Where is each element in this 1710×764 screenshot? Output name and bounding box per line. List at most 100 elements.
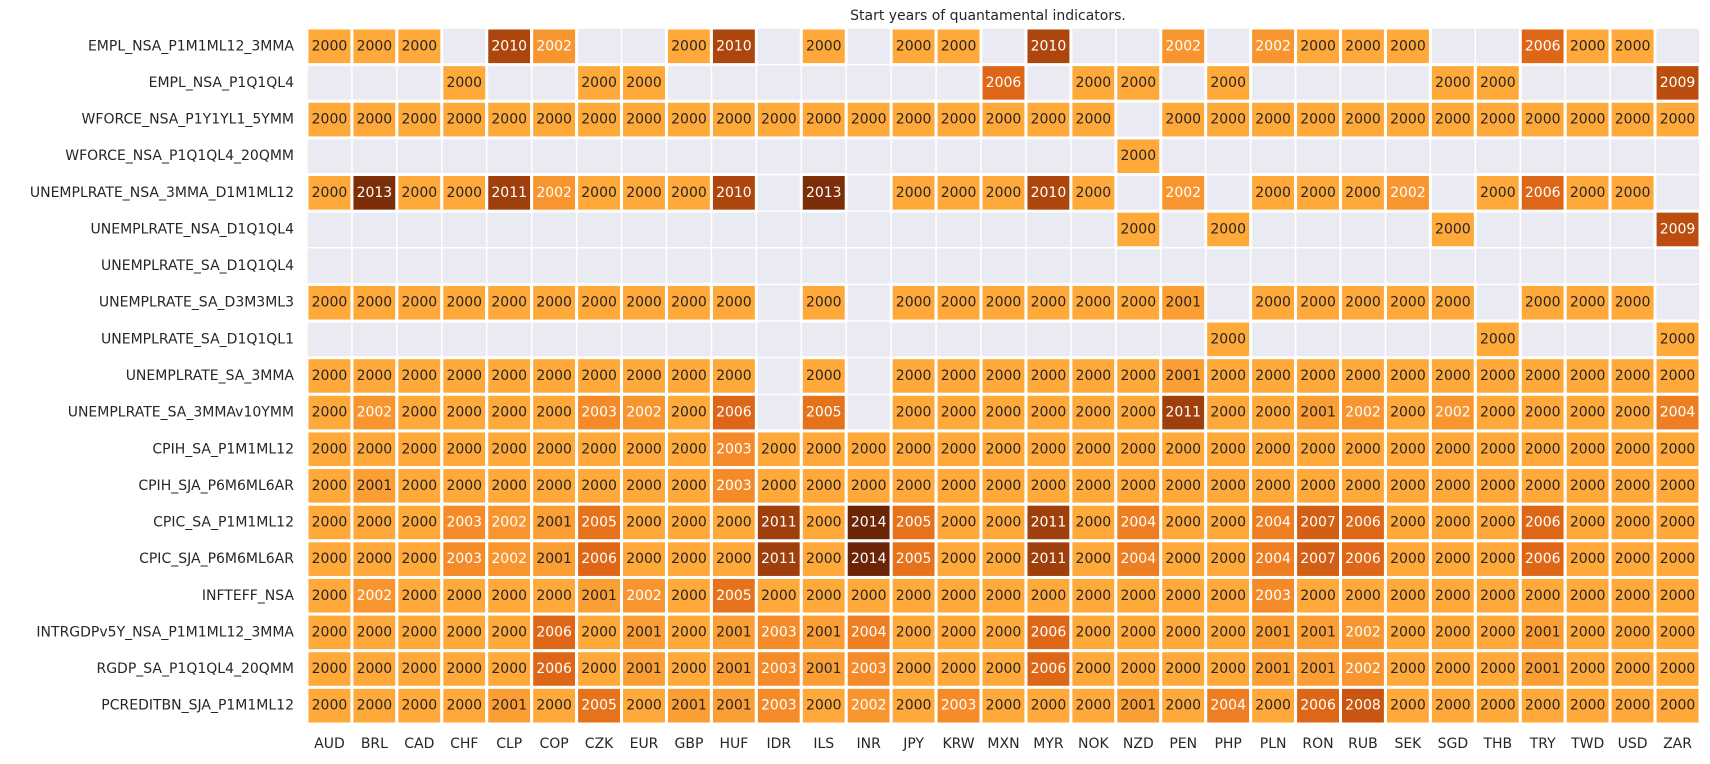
- cell-label: 2000: [1615, 38, 1651, 54]
- cell-label: 2000: [402, 405, 438, 421]
- cell-label: 2000: [312, 588, 348, 604]
- cell-label: 2011: [1165, 405, 1201, 421]
- cell-label: 2000: [1031, 405, 1067, 421]
- cell-label: 2001: [806, 661, 842, 677]
- cell: [620, 612, 668, 653]
- cell-label: 2001: [1255, 661, 1291, 677]
- cell: [1159, 539, 1208, 579]
- cell-label: 2000: [626, 368, 662, 384]
- cell-label: 2000: [1570, 185, 1606, 201]
- cell-label: 2000: [1660, 661, 1696, 677]
- cell-label: 2000: [312, 185, 348, 201]
- cell: [1204, 649, 1253, 689]
- cell: [799, 392, 848, 433]
- cell-label: 2000: [1165, 624, 1201, 640]
- y-tick-label: UNEMPLRATE_SA_D1Q1QL1: [101, 331, 294, 347]
- cell: [1608, 429, 1657, 470]
- cell: [530, 173, 579, 213]
- cell-label: 2003: [446, 515, 482, 531]
- cell-label: 2013: [806, 185, 842, 201]
- cell: [1024, 612, 1073, 653]
- cell-label: 2000: [1435, 75, 1471, 91]
- cell: [799, 26, 848, 67]
- cell-label: 2000: [716, 112, 752, 128]
- cell-label: 2000: [1615, 515, 1651, 531]
- cell: [1518, 26, 1567, 67]
- cell-label: 2000: [312, 551, 348, 567]
- cell-label: 2000: [1435, 624, 1471, 640]
- cell: [1114, 136, 1163, 177]
- cell-label: 2000: [806, 441, 842, 457]
- cell: [1518, 685, 1567, 726]
- cell-label: 2000: [896, 478, 932, 494]
- cell-label: 2004: [1255, 551, 1291, 567]
- cell-label: 2004: [1210, 698, 1246, 714]
- cell-label: 2000: [1660, 112, 1696, 128]
- cell-label: 2005: [581, 698, 617, 714]
- cell: [305, 173, 354, 213]
- cell-label: 2011: [761, 515, 797, 531]
- cell-label: 2000: [1615, 441, 1651, 457]
- cell-label: 2000: [1525, 112, 1561, 128]
- cell-label: 2000: [626, 698, 662, 714]
- cell-label: 2003: [761, 698, 797, 714]
- cell-label: 2000: [896, 405, 932, 421]
- cell-label: 2000: [581, 75, 617, 91]
- cell-label: 2004: [1660, 405, 1696, 421]
- cell-label: 2000: [671, 551, 707, 567]
- cell: [1383, 356, 1432, 396]
- cell-label: 2000: [1480, 624, 1516, 640]
- cell-label: 2000: [1480, 75, 1516, 91]
- cell: [440, 612, 489, 653]
- cell: [664, 26, 713, 67]
- cell: [934, 356, 983, 396]
- cell: [1383, 26, 1432, 67]
- cell-label: 2000: [1480, 112, 1516, 128]
- cell-label: 2000: [1435, 112, 1471, 128]
- cell-label: 2006: [536, 624, 572, 640]
- cell-label: 2000: [1120, 221, 1156, 237]
- cell-label: 2003: [761, 624, 797, 640]
- cell-label: 2000: [1076, 112, 1112, 128]
- cell-label: 2001: [1165, 368, 1201, 384]
- x-tick-label: CAD: [404, 736, 434, 752]
- cell-label: 2000: [671, 624, 707, 640]
- cell-label: 2000: [1480, 698, 1516, 714]
- cell-label: 2000: [941, 112, 977, 128]
- cell-label: 2000: [761, 478, 797, 494]
- cell-label: 2000: [1165, 112, 1201, 128]
- cell-label: 2011: [491, 185, 527, 201]
- cell-label: 2000: [1255, 405, 1291, 421]
- cell: [1069, 99, 1118, 140]
- cell-label: 2000: [1390, 295, 1426, 311]
- cell-label: 2000: [402, 698, 438, 714]
- cell-label: 2000: [896, 661, 932, 677]
- cell-label: 2002: [1345, 405, 1381, 421]
- cell-label: 2000: [1390, 551, 1426, 567]
- cell-label: 2000: [1255, 185, 1291, 201]
- cell: [934, 575, 983, 616]
- cell: [934, 173, 983, 213]
- cell-label: 2000: [536, 441, 572, 457]
- cell-label: 2000: [402, 551, 438, 567]
- cell-label: 2000: [671, 295, 707, 311]
- cell-label: 2005: [581, 515, 617, 531]
- y-tick-label: UNEMPLRATE_SA_D3M3ML3: [99, 295, 294, 311]
- cell-label: 2000: [402, 112, 438, 128]
- cell: [440, 429, 489, 470]
- cell: [1339, 466, 1387, 506]
- cell-label: 2000: [1300, 295, 1336, 311]
- y-tick-label: RGDP_SA_P1Q1QL4_20QMM: [96, 661, 294, 677]
- cell-label: 2000: [941, 295, 977, 311]
- cell-label: 2000: [1210, 441, 1246, 457]
- cell-label: 2001: [1300, 624, 1336, 640]
- cell-label: 2000: [357, 112, 393, 128]
- cell-label: 2006: [1525, 515, 1561, 531]
- cell: [350, 282, 399, 323]
- x-tick-label: PLN: [1260, 736, 1287, 752]
- cell-label: 2000: [1165, 551, 1201, 567]
- cell-label: 2000: [446, 661, 482, 677]
- cell-label: 2000: [1210, 331, 1246, 347]
- cell: [1159, 282, 1208, 323]
